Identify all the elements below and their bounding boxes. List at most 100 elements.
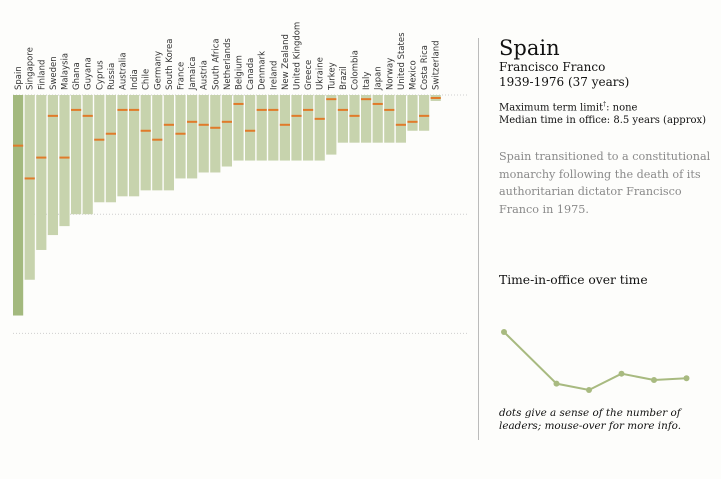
median-mark-united-states [395,123,406,126]
country-label-india[interactable]: India [130,69,140,90]
bar-jamaica[interactable] [187,95,198,179]
country-label-belgium[interactable]: Belgium [235,55,245,90]
sparkline-dots-group [501,329,690,393]
country-label-germany[interactable]: Germany [153,51,163,90]
bar-canada[interactable] [245,95,256,161]
country-label-ireland[interactable]: Ireland [269,61,279,90]
bar-brazil[interactable] [337,95,348,143]
country-label-jamaica[interactable]: Jamaica [188,57,198,91]
country-label-south-korea[interactable]: South Korea [165,38,175,90]
sparkline-path [503,331,687,392]
country-label-japan[interactable]: Japan [374,66,384,91]
country-label-brazil[interactable]: Brazil [339,66,349,90]
median-mark-austria [198,123,209,126]
median-mark-south-africa [210,126,221,129]
bar-cyprus[interactable] [94,95,105,203]
bar-guyana[interactable] [82,95,93,215]
country-label-chile[interactable]: Chile [142,69,152,90]
bar-ireland[interactable] [268,95,279,161]
country-label-russia[interactable]: Russia [107,63,117,90]
country-labels-group: Spain Singapore Finland Sweden Malaysia Ghana… [14,22,442,91]
sparkline-dot-3[interactable] [586,387,592,393]
median-mark-costa-rica [419,114,430,117]
sparkline-dot-6[interactable] [683,375,690,382]
bar-norway[interactable] [384,95,395,143]
country-label-singapore[interactable]: Singapore [26,47,36,90]
bar-belgium[interactable] [233,95,244,161]
bar-singapore[interactable] [24,95,35,280]
median-mark-united-kingdom [291,114,302,117]
country-label-france[interactable]: France [177,62,187,90]
country-label-malaysia[interactable]: Malaysia [61,53,71,90]
country-label-switzerland[interactable]: Switzerland [432,40,442,90]
bar-spain[interactable] [13,95,24,316]
country-label-netherlands[interactable]: Netherlands [223,38,233,90]
time-in-office-sparkline [501,329,690,393]
country-label-mexico[interactable]: Mexico [409,60,419,90]
country-label-greece[interactable]: Greece [304,60,314,90]
country-label-guyana[interactable]: Guyana [84,57,94,90]
median-mark-guyana [82,114,93,117]
bars-group [13,95,441,316]
bar-australia[interactable] [117,95,128,197]
bar-austria[interactable] [198,95,209,173]
bar-france[interactable] [175,95,186,179]
bar-greece[interactable] [303,95,314,161]
bar-italy[interactable] [361,95,372,143]
country-label-spain[interactable]: Spain [14,66,24,90]
country-label-canada[interactable]: Canada [246,58,256,90]
country-label-norway[interactable]: Norway [385,58,395,90]
bar-netherlands[interactable] [221,95,232,167]
country-label-finland[interactable]: Finland [37,60,47,90]
bar-united-kingdom[interactable] [291,95,302,161]
country-label-turkey[interactable]: Turkey [327,62,337,91]
median-mark-switzerland [430,96,441,99]
country-label-costa-rica[interactable]: Costa Rica [420,45,430,90]
country-label-united-kingdom[interactable]: United Kingdom [293,22,303,90]
country-label-sweden[interactable]: Sweden [49,56,59,90]
bar-colombia[interactable] [349,95,360,143]
sparkline-dot-1[interactable] [501,329,507,335]
median-mark-sweden [47,114,58,117]
selected-country-name: Spain [499,36,560,60]
country-label-ghana[interactable]: Ghana [72,62,82,90]
bar-united-states[interactable] [395,95,406,143]
bar-denmark[interactable] [256,95,267,161]
sparkline-dot-2[interactable] [553,380,560,387]
sparkline-dot-5[interactable] [651,377,657,384]
median-mark-new-zealand [279,123,290,126]
bar-finland[interactable] [36,95,47,250]
bar-new-zealand[interactable] [279,95,290,161]
bar-malaysia[interactable] [59,95,70,227]
bar-ukraine[interactable] [314,95,325,161]
bar-russia[interactable] [105,95,116,203]
bar-south-korea[interactable] [163,95,174,191]
sparkline-dot-4[interactable] [618,370,625,377]
bar-costa-rica[interactable] [419,95,430,131]
median-mark-germany [152,138,163,141]
bar-mexico[interactable] [407,95,418,131]
bar-india[interactable] [129,95,140,197]
country-label-australia[interactable]: Australia [119,52,129,90]
bar-sweden[interactable] [47,95,58,236]
country-label-ukraine[interactable]: Ukraine [316,57,326,90]
country-label-united-states[interactable]: United States [397,32,407,90]
country-label-italy[interactable]: Italy [362,72,372,90]
median-mark-denmark [256,108,267,111]
bar-germany[interactable] [152,95,163,191]
country-bar-chart: Spain Singapore Finland Sweden Malaysia Ghana… [13,22,468,334]
country-label-south-africa[interactable]: South Africa [211,38,221,90]
country-label-new-zealand[interactable]: New Zealand [281,34,291,90]
country-label-denmark[interactable]: Denmark [258,51,268,90]
term-limit-footnote-mark[interactable]: † [603,101,607,108]
bar-turkey[interactable] [326,95,337,155]
bar-ghana[interactable] [71,95,82,215]
country-label-colombia[interactable]: Colombia [351,50,361,90]
bar-south-africa[interactable] [210,95,221,173]
country-label-cyprus[interactable]: Cyprus [95,60,105,90]
sparkline-title: Time-in-office over time [499,273,648,287]
bar-chile[interactable] [140,95,151,191]
country-label-austria[interactable]: Austria [200,60,210,90]
bar-japan[interactable] [372,95,383,143]
median-mark-ghana [71,108,82,111]
